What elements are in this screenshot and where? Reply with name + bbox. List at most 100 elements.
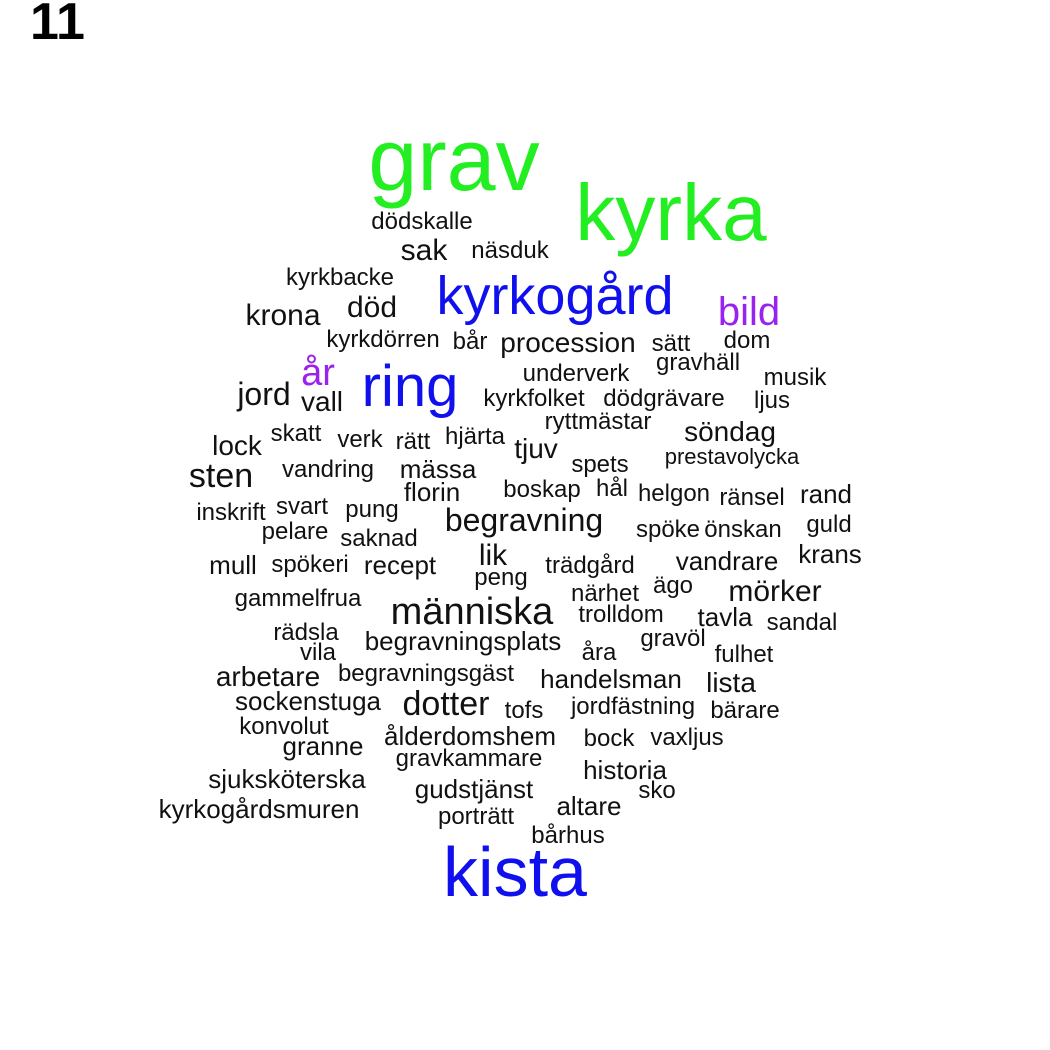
word-närhet: närhet — [570, 580, 640, 608]
word-vandrare: vandrare — [675, 545, 779, 576]
word-begravning: begravning — [444, 502, 604, 539]
word-bärare: bärare — [710, 697, 780, 725]
word-ryttmästar: ryttmästar — [544, 408, 652, 436]
word-rand: rand — [799, 478, 853, 509]
word-sätt: sätt — [651, 330, 691, 358]
word-gudstjänst: gudstjänst — [414, 773, 534, 804]
word-ränsel: ränsel — [719, 484, 785, 512]
word-altare: altare — [556, 790, 622, 821]
word-åra: åra — [581, 639, 617, 667]
word-sak: sak — [400, 234, 448, 267]
word-önskan: önskan — [704, 516, 782, 544]
word-hjärta: hjärta — [444, 423, 506, 451]
word-ring: ring — [361, 353, 459, 419]
word-porträtt: porträtt — [437, 803, 515, 831]
word-gravkammare: gravkammare — [395, 745, 543, 773]
word-dotter: dotter — [402, 685, 490, 724]
word-hål: hål — [595, 475, 629, 503]
word-vaxljus: vaxljus — [650, 724, 724, 752]
word-procession: procession — [500, 326, 636, 358]
word-underverk: underverk — [522, 360, 630, 388]
word-trolldom: trolldom — [578, 601, 664, 629]
word-kyrkbacke: kyrkbacke — [285, 264, 395, 292]
word-sockenstuga: sockenstuga — [235, 685, 381, 716]
word-jord: jord — [237, 376, 291, 413]
word-trädgård: trädgård — [545, 552, 635, 580]
word-skatt: skatt — [270, 420, 322, 448]
word-människa: människa — [390, 590, 554, 633]
word-vandring: vandring — [281, 456, 375, 484]
word-bild: bild — [717, 290, 781, 334]
word-peng: peng — [474, 564, 528, 592]
word-gravöl: gravöl — [640, 625, 706, 653]
word-guld: guld — [806, 511, 852, 539]
word-kyrka: kyrka — [575, 168, 767, 257]
word-recept: recept — [363, 549, 437, 580]
word-bårhus: bårhus — [531, 822, 605, 850]
word-bock: bock — [583, 725, 635, 753]
word-rätt: rätt — [395, 428, 431, 456]
word-sjuksköterska: sjuksköterska — [208, 763, 366, 794]
word-svart: svart — [275, 493, 329, 521]
word-arbetare: arbetare — [215, 660, 321, 692]
word-bår: bår — [452, 328, 488, 356]
word-gravhäll: gravhäll — [655, 349, 741, 377]
word-konvolut: konvolut — [239, 713, 329, 741]
word-saknad: saknad — [340, 525, 418, 553]
word-grav: grav — [368, 109, 540, 209]
word-vila: vila — [299, 639, 337, 667]
word-historia: historia — [583, 754, 667, 785]
word-granne: granne — [282, 730, 364, 761]
word-tofs: tofs — [504, 697, 544, 725]
word-vall: vall — [300, 385, 344, 417]
word-kista: kista — [443, 833, 587, 911]
word-pung: pung — [345, 496, 399, 524]
word-ljus: ljus — [753, 387, 791, 415]
word-död: död — [346, 291, 398, 324]
word-tavla: tavla — [697, 601, 753, 632]
word-prestavolycka: prestavolycka — [664, 444, 800, 470]
word-ålderdomshem: ålderdomshem — [384, 720, 556, 751]
panel-label: 11 — [30, 0, 85, 51]
word-florin: florin — [403, 476, 461, 507]
word-lista: lista — [706, 666, 756, 698]
word-sko: sko — [638, 777, 676, 805]
word-helgon: helgon — [637, 480, 711, 508]
word-mull: mull — [209, 549, 257, 580]
word-pelare: pelare — [261, 518, 329, 546]
word-kyrkogårdsmuren: kyrkogårdsmuren — [158, 793, 360, 824]
word-gammelfrua: gammelfrua — [234, 585, 362, 613]
word-begravningsplats: begravningsplats — [364, 625, 562, 656]
word-musik: musik — [763, 364, 827, 392]
word-handelsman: handelsman — [540, 663, 682, 694]
word-dom: dom — [723, 327, 771, 355]
word-krona: krona — [245, 299, 321, 332]
word-verk: verk — [337, 426, 383, 454]
word-söndag: söndag — [684, 415, 776, 447]
word-kyrkfolket: kyrkfolket — [483, 385, 585, 413]
word-spets: spets — [571, 451, 629, 479]
word-tjuv: tjuv — [514, 432, 558, 464]
word-sten: sten — [188, 457, 254, 496]
word-kyrkogård: kyrkogård — [436, 266, 674, 327]
word-rädsla: rädsla — [273, 619, 339, 647]
word-dödskalle: dödskalle — [371, 208, 473, 236]
word-jordfästning: jordfästning — [570, 693, 696, 721]
word-spöke: spöke — [635, 516, 701, 544]
word-mörker: mörker — [728, 575, 822, 608]
word-begravningsgäst: begravningsgäst — [337, 660, 515, 688]
word-sandal: sandal — [766, 609, 838, 637]
word-lik: lik — [478, 539, 508, 572]
word-inskrift: inskrift — [196, 499, 266, 527]
word-näsduk: näsduk — [471, 237, 549, 265]
word-kyrkdörren: kyrkdörren — [326, 326, 440, 354]
word-dödgrävare: dödgrävare — [603, 385, 725, 413]
word-krans: krans — [798, 538, 862, 569]
word-ägo: ägo — [652, 572, 694, 600]
word-spökeri: spökeri — [271, 551, 349, 579]
word-boskap: boskap — [503, 476, 581, 504]
word-år: år — [301, 351, 335, 394]
word-mässa: mässa — [399, 453, 477, 484]
word-lock: lock — [212, 429, 262, 461]
